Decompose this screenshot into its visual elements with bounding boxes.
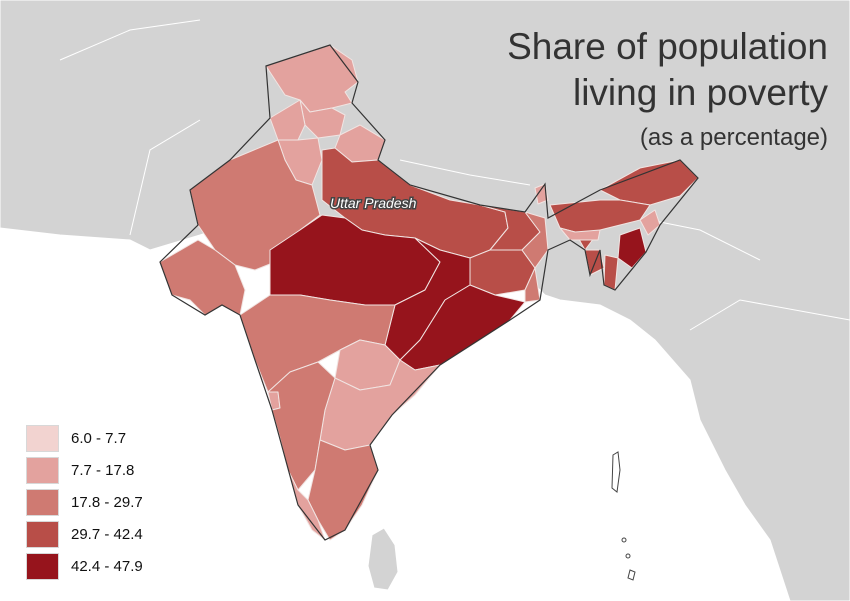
state-karnataka (267, 361, 336, 491)
legend-item: 17.8 - 29.7 (26, 487, 143, 518)
legend-item: 42.4 - 47.9 (26, 551, 143, 582)
map-legend: 6.0 - 7.7 7.7 - 17.8 17.8 - 29.7 29.7 - … (26, 423, 143, 583)
legend-swatch (26, 489, 59, 516)
sri-lanka (367, 527, 399, 591)
state-himachal (299, 99, 346, 139)
legend-label: 7.7 - 17.8 (71, 462, 135, 479)
map-label-uttar-pradesh: Uttar Pradesh (330, 195, 417, 211)
legend-item: 6.0 - 7.7 (26, 423, 143, 454)
india-states (159, 44, 699, 541)
legend-swatch (26, 553, 59, 580)
nicobar-island-2 (625, 553, 631, 559)
state-sikkim (534, 183, 549, 205)
legend-swatch (26, 457, 59, 484)
state-odisha (399, 284, 526, 371)
neighbour-border-1 (59, 19, 850, 331)
india-outline (159, 44, 699, 541)
legend-label: 17.8 - 29.7 (71, 494, 143, 511)
title-line-1: Share of population (507, 26, 828, 67)
map-title: Share of population living in poverty (a… (507, 24, 828, 156)
andaman-nicobar-islands (611, 451, 636, 581)
nicobar-island-3 (627, 569, 636, 581)
nicobar-island-1 (621, 537, 627, 543)
legend-swatch (26, 425, 59, 452)
state-kerala (287, 469, 326, 541)
legend-label: 29.7 - 42.4 (71, 526, 143, 543)
legend-item: 29.7 - 42.4 (26, 519, 143, 550)
state-mizoram (603, 254, 619, 291)
state-meghalaya (559, 227, 601, 241)
legend-swatch (26, 521, 59, 548)
map-subtitle: (as a percentage) (639, 124, 828, 151)
state-punjab (269, 99, 306, 141)
title-line-2: living in poverty (572, 72, 828, 113)
legend-label: 6.0 - 7.7 (71, 430, 127, 447)
andaman-island (611, 451, 621, 493)
legend-label: 42.4 - 47.9 (71, 558, 143, 575)
legend-item: 7.7 - 17.8 (26, 455, 143, 486)
